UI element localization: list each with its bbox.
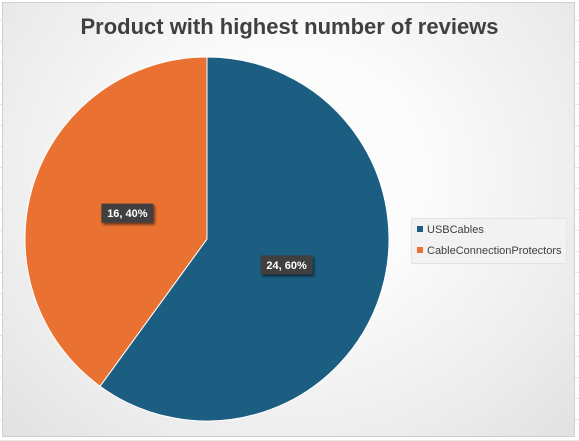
data-label-box: [101, 203, 154, 223]
legend-item-usbcables: USBCables: [417, 223, 484, 237]
pie-slice-usbcables[interactable]: [99, 56, 390, 422]
legend-label: CableConnectionProtectors: [427, 245, 562, 257]
data-label: 16, 40%: [101, 203, 154, 223]
data-label-box: [260, 255, 313, 275]
legend-label: USBCables: [427, 224, 484, 236]
legend-swatch: [417, 247, 423, 254]
data-label: 24, 60%: [260, 255, 313, 275]
chart-title: Product with highest number of reviews: [80, 14, 499, 39]
legend-item-cableconnectionprotectors: CableConnectionProtectors: [417, 244, 562, 258]
data-label-text: 16, 40%: [107, 208, 148, 220]
chart-legend: USBCables CableConnectionProtectors: [411, 218, 567, 264]
data-label-text: 24, 60%: [266, 260, 307, 272]
legend-swatch: [417, 226, 423, 233]
